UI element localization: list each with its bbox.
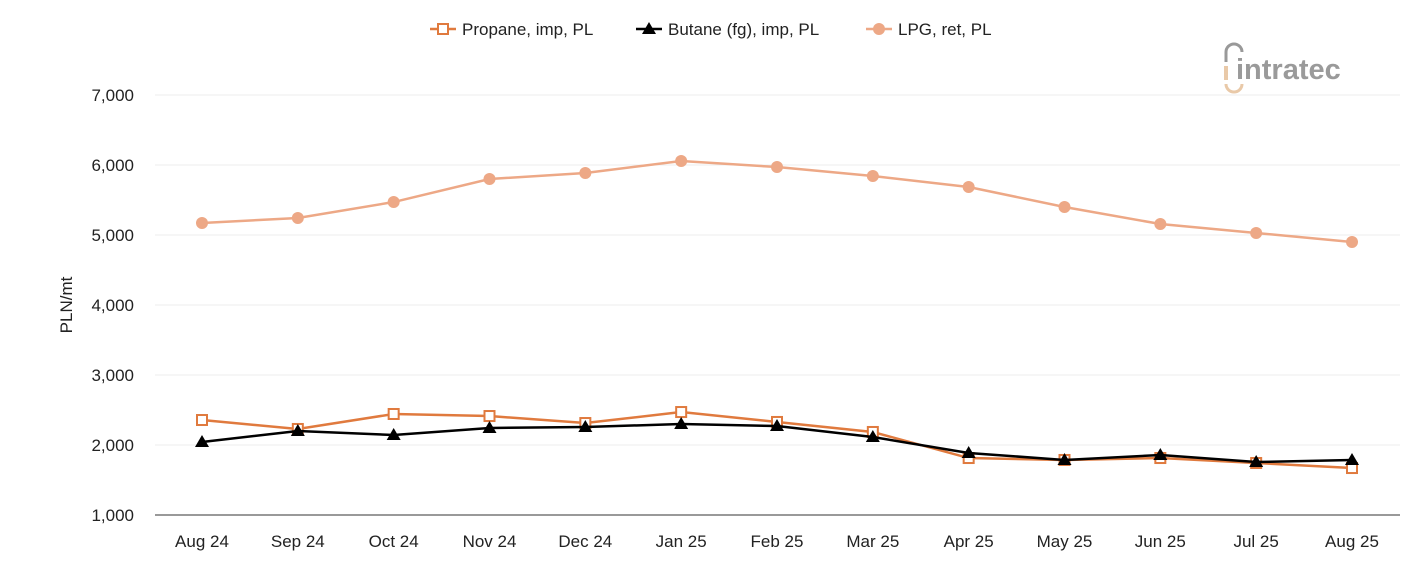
data-point-circle — [483, 173, 496, 185]
y-tick-label: 5,000 — [91, 226, 134, 245]
data-point-circle — [675, 155, 688, 168]
data-point-square — [387, 407, 400, 420]
y-tick-label: 1,000 — [91, 506, 134, 525]
y-tick-label: 7,000 — [91, 86, 134, 105]
x-tick-label: Sep 24 — [271, 532, 325, 551]
data-point-triangle — [1153, 448, 1168, 461]
data-point-triangle — [865, 430, 880, 443]
x-tick-label: Jun 25 — [1135, 532, 1186, 551]
data-point-square — [196, 414, 208, 427]
data-point-triangle — [1249, 455, 1264, 468]
data-point-triangle — [578, 420, 593, 433]
legend: Propane, imp, PL Butane (fg), imp, PL LPG,… — [430, 20, 992, 39]
x-tick-label: Jul 25 — [1233, 532, 1278, 551]
gridlines — [155, 94, 1400, 516]
data-point-circle — [771, 161, 783, 174]
x-tick-label: Nov 24 — [463, 532, 517, 551]
data-point-square — [483, 410, 496, 423]
data-point-triangle — [642, 22, 656, 34]
x-axis-ticks: Aug 24 Sep 24 Oct 24 Nov 24 Dec 24 Jan 25 Feb … — [175, 532, 1379, 551]
data-point-circle — [387, 196, 400, 209]
data-point-circle — [1250, 226, 1263, 239]
data-point-triangle — [961, 445, 976, 458]
watermark-text: intratec — [1236, 54, 1341, 86]
data-point-triangle — [290, 424, 305, 436]
legend-item: Propane, imp, PL — [430, 20, 593, 39]
data-point-circle — [1346, 236, 1358, 248]
data-point-triangle — [1345, 452, 1359, 465]
data-point-triangle — [1057, 452, 1072, 465]
data-point-circle — [196, 217, 208, 230]
series-2 — [196, 155, 1358, 248]
data-point-circle — [1154, 218, 1167, 231]
x-tick-label: Dec 24 — [558, 532, 612, 551]
x-tick-label: Feb 25 — [751, 532, 804, 551]
y-tick-label: 4,000 — [91, 296, 134, 315]
legend-item: Butane (fg), imp, PL — [636, 20, 819, 39]
y-tick-label: 3,000 — [91, 366, 134, 385]
x-tick-label: Oct 24 — [369, 532, 419, 551]
data-point-triangle — [674, 417, 689, 429]
legend-label: Butane (fg), imp, PL — [668, 20, 819, 39]
x-tick-label: Aug 25 — [1325, 532, 1379, 551]
series-line — [201, 159, 1353, 244]
x-tick-label: Aug 24 — [175, 532, 229, 551]
data-point-circle — [866, 169, 879, 182]
y-axis-label: PLN/mt — [57, 276, 76, 333]
data-point-square — [675, 406, 688, 419]
intratec-logo: intratec — [1224, 42, 1341, 94]
legend-item: LPG, ret, PL — [866, 20, 992, 39]
series-group — [195, 155, 1359, 475]
series-0 — [196, 406, 1358, 475]
x-tick-label: Apr 25 — [944, 532, 994, 551]
legend-label: LPG, ret, PL — [898, 20, 992, 39]
y-tick-label: 2,000 — [91, 436, 134, 455]
data-point-triangle — [195, 434, 209, 447]
data-point-circle — [291, 211, 304, 224]
data-point-square — [437, 23, 449, 35]
x-tick-label: Mar 25 — [846, 532, 899, 551]
legend-label: Propane, imp, PL — [462, 20, 593, 39]
data-point-triangle — [386, 427, 401, 440]
data-point-circle — [1058, 201, 1071, 213]
data-point-circle — [579, 166, 592, 179]
series-1 — [195, 417, 1359, 468]
data-point-triangle — [770, 419, 784, 432]
data-point-circle — [962, 180, 975, 193]
data-point-triangle — [482, 420, 497, 433]
x-tick-label: Jan 25 — [656, 532, 707, 551]
y-tick-label: 6,000 — [91, 156, 134, 175]
data-point-circle — [873, 23, 885, 35]
y-axis-ticks: 1,000 2,000 3,000 4,000 5,000 6,000 7,000 — [91, 86, 134, 525]
x-tick-label: May 25 — [1037, 532, 1093, 551]
